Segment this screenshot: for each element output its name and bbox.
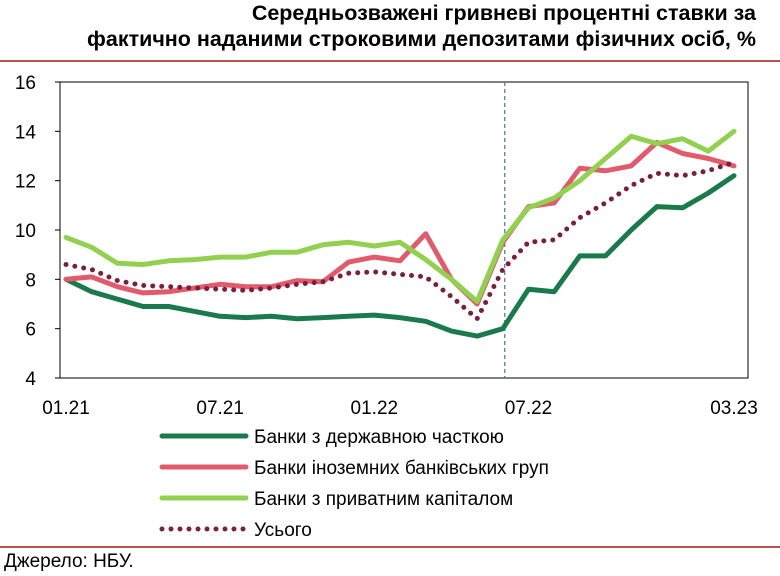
- legend-label-private: Банки з приватним капіталом: [254, 489, 513, 510]
- source-note: Джерело: НБУ.: [4, 551, 134, 572]
- series-layer: [63, 128, 737, 339]
- plot-frame: [59, 81, 749, 379]
- x-axis-ticks: 01.21 07.21 01.22 07.22 03.23: [42, 398, 758, 419]
- bottom-divider: [0, 546, 780, 548]
- series-line-private: [63, 128, 737, 304]
- y-tick-label: 8: [25, 270, 36, 291]
- series-line-foreign: [63, 139, 737, 307]
- x-tick-label: 07.21: [196, 398, 244, 419]
- legend: Банки з державною часткою Банки іноземних…: [159, 427, 549, 541]
- x-tick-label: 01.21: [42, 398, 90, 419]
- y-tick-label: 4: [25, 369, 36, 390]
- series-line-total: [63, 159, 737, 322]
- legend-label-state: Банки з державною часткою: [254, 427, 504, 448]
- x-tick-label: 01.22: [351, 398, 399, 419]
- x-tick-label: 07.22: [505, 398, 553, 419]
- legend-label-foreign: Банки іноземних банківських груп: [254, 458, 549, 479]
- y-tick-label: 12: [15, 172, 36, 193]
- y-tick-label: 16: [15, 73, 36, 94]
- y-tick-label: 10: [15, 221, 36, 242]
- chart-title-line-2: фактично наданими строковими депозитами …: [87, 27, 756, 51]
- line-chart: 4 6 8 10 12 14 16 01.21 07.21 01.22 07.22 03.23 Ба…: [15, 73, 758, 541]
- legend-label-total: Усього: [254, 520, 312, 541]
- y-tick-label: 14: [15, 122, 37, 143]
- y-tick-label: 6: [25, 320, 36, 341]
- y-axis-ticks: 4 6 8 10 12 14 16: [15, 73, 60, 390]
- series-line-state: [63, 173, 737, 339]
- top-divider: [0, 60, 780, 62]
- chart-title-line-1: Середньозважені гривневі процентні ставк…: [251, 1, 756, 25]
- plot-area-border: [59, 81, 749, 379]
- x-tick-label: 03.23: [710, 398, 758, 419]
- chart-title: Середньозважені гривневі процентні ставк…: [16, 0, 756, 52]
